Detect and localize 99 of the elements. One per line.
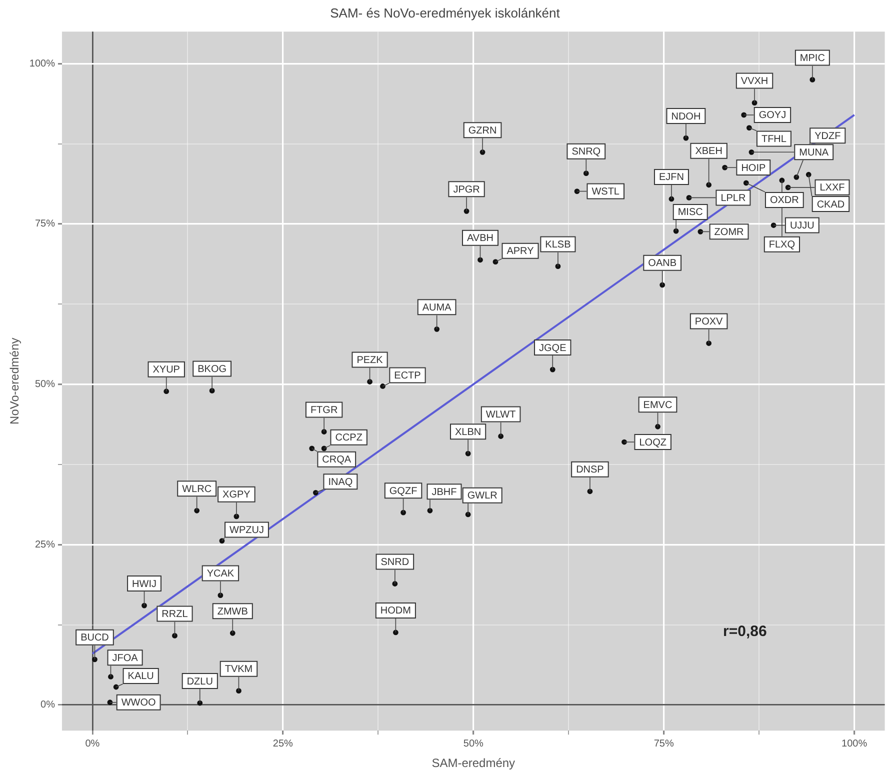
x-axis-title: SAM-eredmény xyxy=(432,756,516,770)
point xyxy=(492,259,498,265)
point xyxy=(108,674,114,680)
point xyxy=(660,282,666,288)
y-tick-label: 25% xyxy=(34,539,56,550)
annotation: LOQZ xyxy=(639,437,666,448)
point xyxy=(574,188,580,194)
annotation: XBEH xyxy=(695,146,722,158)
annotation: TFHL xyxy=(761,134,787,146)
annotation: WWOO xyxy=(121,698,156,709)
annotation: BUCD xyxy=(80,632,109,644)
annotation: EJFN xyxy=(658,172,684,184)
annotation: HOIP xyxy=(741,162,766,174)
y-tick-label: 0% xyxy=(40,700,56,711)
annotation: HWIJ xyxy=(132,578,156,590)
annotation: JBHF xyxy=(432,486,457,498)
x-tick-label: 0% xyxy=(85,738,100,750)
annotation: WSTL xyxy=(592,186,620,198)
annotation: GQZF xyxy=(389,486,418,497)
annotation: LPLR xyxy=(720,192,746,204)
annotation: KLSB xyxy=(545,240,572,251)
annotation: XGPY xyxy=(222,490,251,501)
point xyxy=(392,630,398,636)
annotation: AUMA xyxy=(422,302,452,314)
point xyxy=(706,182,712,188)
annotation: MUNA xyxy=(799,147,829,158)
annotation: ECTP xyxy=(394,370,422,382)
annotation: YDZF xyxy=(814,130,841,142)
annotation: PEZK xyxy=(356,354,384,366)
chart-title: SAM- és NoVo-eredmények iskolánként xyxy=(330,5,560,20)
y-tick-label: 75% xyxy=(34,218,56,230)
annotation: TVKM xyxy=(224,664,253,676)
point xyxy=(367,379,372,384)
annotation: GWLR xyxy=(467,490,498,502)
annotation: NDOH xyxy=(671,111,701,122)
annotation: CKAD xyxy=(816,199,845,210)
annotation: EMVC xyxy=(643,400,672,411)
annotation: CCPZ xyxy=(335,432,362,444)
point xyxy=(686,194,692,200)
annotation: OANB xyxy=(648,258,677,270)
point xyxy=(498,434,504,439)
annotation: DZLU xyxy=(186,676,213,688)
annotation: ZOMR xyxy=(714,226,744,238)
annotation: APRY xyxy=(506,246,534,258)
point xyxy=(478,257,483,263)
annotation: INAQ xyxy=(328,476,353,488)
point xyxy=(770,222,776,228)
annotation: XLBN xyxy=(454,426,482,438)
annotation: CRQA xyxy=(322,454,352,466)
annotation: OXDR xyxy=(770,195,799,206)
x-tick-label: 25% xyxy=(272,738,294,750)
annotation: SNRD xyxy=(380,556,410,568)
annotation: SNRQ xyxy=(572,146,601,158)
annotation: MISC xyxy=(678,207,703,218)
annotation: BKOG xyxy=(198,364,227,375)
annotation: GOYJ xyxy=(758,110,786,122)
annotation: JPGR xyxy=(453,184,480,196)
annotation: JGQE xyxy=(539,342,567,354)
annotation: WLRC xyxy=(182,484,212,495)
point xyxy=(748,149,754,155)
point xyxy=(655,424,660,430)
x-tick-label: 100% xyxy=(842,738,868,750)
point xyxy=(142,602,147,608)
point xyxy=(92,656,98,662)
annotation: ZMWB xyxy=(217,606,248,618)
annotation: GZRN xyxy=(468,125,497,136)
annotation: r=0,86 xyxy=(723,623,767,640)
annotation: AVBH xyxy=(466,233,494,244)
point xyxy=(380,384,386,389)
annotation: POXV xyxy=(694,316,724,328)
y-axis-title: NoVo-eredmény xyxy=(8,338,22,424)
annotation: RRZL xyxy=(162,608,188,620)
point xyxy=(400,510,406,516)
point xyxy=(706,340,712,346)
annotation: LXXF xyxy=(820,182,845,194)
point xyxy=(172,632,178,638)
annotation: XYUP xyxy=(152,364,180,376)
annotation: MPIC xyxy=(800,52,825,64)
annotation: DNSP xyxy=(576,464,604,476)
point xyxy=(236,688,242,694)
point xyxy=(194,508,200,514)
annotation: YCAK xyxy=(206,568,234,580)
y-tick-label: 100% xyxy=(29,58,56,70)
annotation: HODM xyxy=(380,606,411,617)
annotation: JFOA xyxy=(112,652,138,664)
annotation: UJJU xyxy=(790,220,814,232)
x-tick-label: 50% xyxy=(463,738,484,750)
point xyxy=(698,228,704,234)
annotation: WLWT xyxy=(486,410,516,420)
annotation: KALU xyxy=(128,671,154,682)
y-tick-label: 50% xyxy=(34,379,56,390)
x-tick-label: 75% xyxy=(654,738,674,750)
annotation: FLXQ xyxy=(768,240,796,251)
point xyxy=(743,180,749,186)
point xyxy=(434,326,440,332)
annotation: FTGR xyxy=(310,405,338,416)
point xyxy=(309,446,315,452)
annotation: WPZUJ xyxy=(230,525,264,536)
annotation: VVXH xyxy=(740,76,768,88)
